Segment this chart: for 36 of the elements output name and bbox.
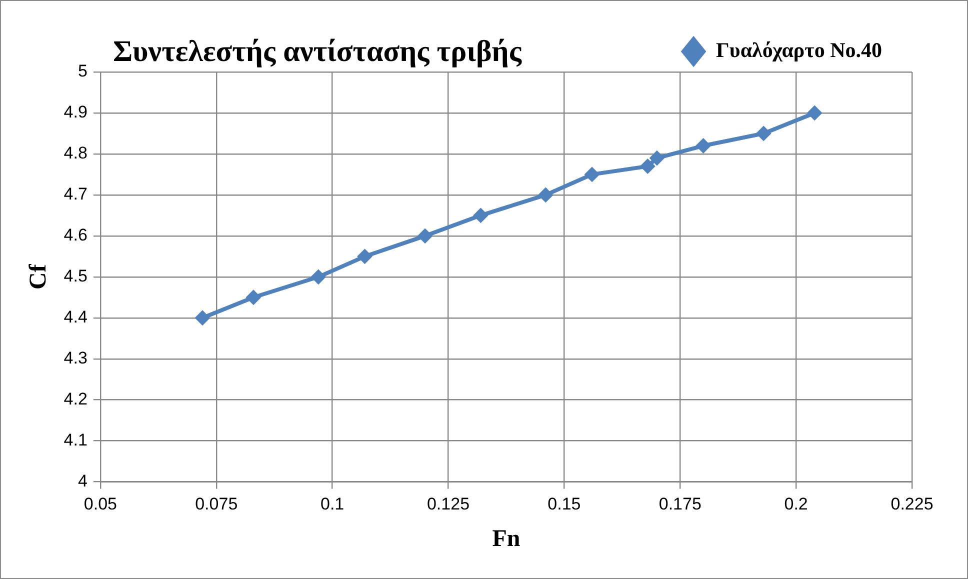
point xyxy=(310,269,326,284)
y-tick-label: 4.2 xyxy=(64,390,88,409)
x-tick-label: 0.05 xyxy=(84,494,117,514)
y-tick-label: 4.6 xyxy=(64,226,88,245)
point xyxy=(649,150,664,166)
y-tick-label: 4.1 xyxy=(64,430,88,450)
point xyxy=(418,228,433,244)
x-tick-label: 0.125 xyxy=(426,494,470,514)
point xyxy=(473,208,488,223)
y-tick-label: 4.9 xyxy=(64,102,88,122)
x-tick-label: 0.15 xyxy=(548,494,581,514)
x-tick-label: 0.075 xyxy=(195,494,238,514)
x-tick-label: 0.175 xyxy=(658,494,702,514)
point xyxy=(357,248,372,264)
chart-title: Συντελεστής αντίστασης τριβής xyxy=(113,35,522,69)
y-tick-label: 4.4 xyxy=(64,308,88,327)
point xyxy=(696,138,711,154)
legend-label: Γυαλόχαρτο No.40 xyxy=(716,38,882,62)
y-tick-label: 5 xyxy=(78,62,88,81)
y-tick-label: 4.5 xyxy=(64,266,88,286)
point xyxy=(584,166,600,182)
y-tick-label: 4.7 xyxy=(64,184,88,204)
point xyxy=(640,158,656,174)
x-axis-title: Fn xyxy=(492,526,520,552)
point xyxy=(756,126,772,141)
point xyxy=(194,310,210,326)
y-tick-label: 4 xyxy=(78,471,88,490)
x-tick-label: 0.1 xyxy=(320,494,344,514)
point xyxy=(807,105,822,120)
y-tick-label: 4.3 xyxy=(64,348,88,368)
x-tick-label: 0.2 xyxy=(784,494,808,514)
point xyxy=(538,187,554,202)
point xyxy=(246,290,261,305)
y-tick-label: 4.8 xyxy=(64,144,88,163)
x-tick-label: 0.225 xyxy=(890,494,934,514)
y-axis-title: Cf xyxy=(26,263,52,290)
